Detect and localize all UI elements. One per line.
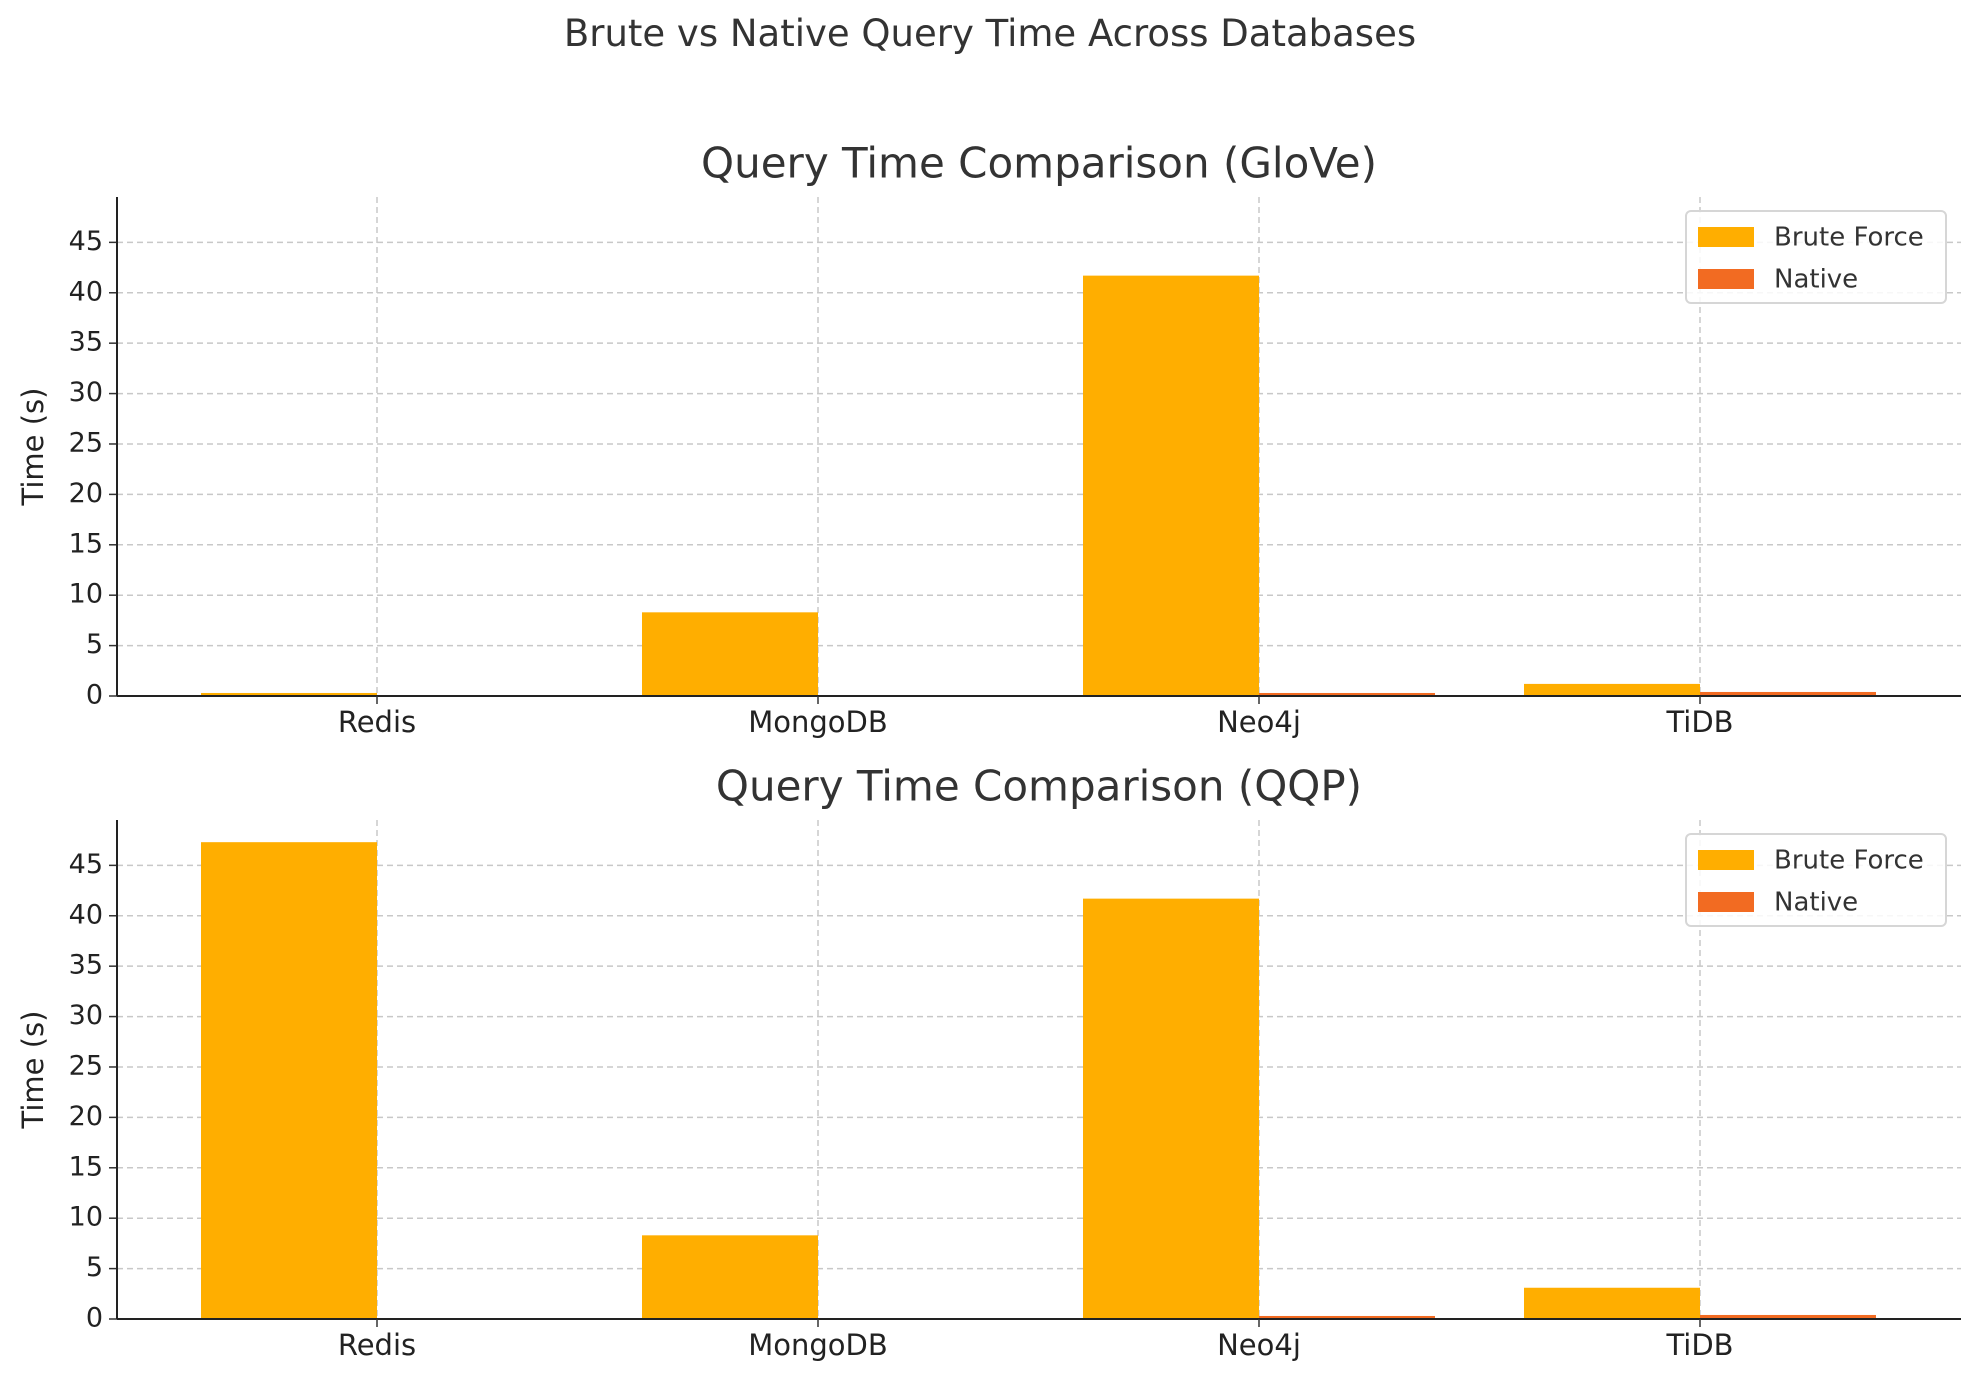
y-tick-label: 10 xyxy=(69,1202,103,1233)
legend-swatch-brute-force xyxy=(1698,850,1754,870)
legend-swatch-brute-force xyxy=(1698,227,1754,247)
bar-native-neo4j xyxy=(1259,692,1435,696)
bar-brute-force-redis xyxy=(201,692,377,696)
legend-label-brute-force: Brute Force xyxy=(1774,846,1924,876)
legend-swatch-native xyxy=(1698,269,1754,289)
legend-label-native: Native xyxy=(1774,265,1858,295)
bar-brute-force-neo4j xyxy=(1083,898,1259,1319)
bar-brute-force-tidb xyxy=(1524,1287,1700,1319)
chart-title: Query Time Comparison (GloVe) xyxy=(701,139,1377,188)
series-brute-force xyxy=(201,842,1700,1319)
y-tick-label: 35 xyxy=(69,327,103,358)
series-brute-force xyxy=(201,275,1700,696)
y-tick-label: 30 xyxy=(69,377,103,408)
y-tick-label: 40 xyxy=(69,899,103,930)
y-tick-label: 0 xyxy=(86,680,103,711)
x-tick-label: Neo4j xyxy=(1217,705,1301,739)
y-axis-label: Time (s) xyxy=(16,1011,50,1130)
x-tick-label: Redis xyxy=(338,1328,416,1362)
bar-native-tidb xyxy=(1700,1314,1876,1319)
y-tick-label: 5 xyxy=(86,629,103,660)
y-tick-label: 25 xyxy=(69,427,103,458)
y-tick-label: 0 xyxy=(86,1303,103,1334)
chart-qqp: Query Time Comparison (QQP) 0 5 10 15 20 25 30 3… xyxy=(16,762,1961,1362)
legend: Brute Force Native xyxy=(1685,210,1947,304)
x-tick-label: Neo4j xyxy=(1217,1328,1301,1362)
y-tick-label: 35 xyxy=(69,950,103,981)
y-tick-label: 15 xyxy=(69,1151,103,1182)
bar-native-neo4j xyxy=(1259,1315,1435,1319)
x-tick-label: MongoDB xyxy=(748,705,888,739)
bar-brute-force-mongodb xyxy=(642,612,818,696)
y-tick-label: 15 xyxy=(69,528,103,559)
figure-suptitle: Brute vs Native Query Time Across Databa… xyxy=(563,12,1417,55)
bar-native-tidb xyxy=(1700,691,1876,696)
y-tick-label: 40 xyxy=(69,276,103,307)
bar-brute-force-tidb xyxy=(1524,683,1700,696)
y-tick-label: 5 xyxy=(86,1252,103,1283)
bar-brute-force-mongodb xyxy=(642,1235,818,1319)
bar-brute-force-redis xyxy=(201,842,377,1319)
legend-label-brute-force: Brute Force xyxy=(1774,223,1924,253)
chart-glove: Query Time Comparison (GloVe) 0 5 10 15 20 25 3… xyxy=(16,139,1961,739)
y-tick-label: 20 xyxy=(69,478,103,509)
x-tick-label: TiDB xyxy=(1665,705,1733,739)
x-tick-label: MongoDB xyxy=(748,1328,888,1362)
legend-swatch-native xyxy=(1698,892,1754,912)
legend-label-native: Native xyxy=(1774,888,1858,918)
y-axis-label: Time (s) xyxy=(16,388,50,507)
chart-title: Query Time Comparison (QQP) xyxy=(716,762,1362,811)
grid-lines xyxy=(117,820,1961,1319)
y-tick-label: 45 xyxy=(69,849,103,880)
x-tick-label: Redis xyxy=(338,705,416,739)
bar-brute-force-neo4j xyxy=(1083,275,1259,696)
x-tick-label: TiDB xyxy=(1665,1328,1733,1362)
y-tick-label: 30 xyxy=(69,1000,103,1031)
y-tick-label: 25 xyxy=(69,1050,103,1081)
grid-lines xyxy=(117,197,1961,696)
y-tick-label: 10 xyxy=(69,579,103,610)
y-tick-label: 20 xyxy=(69,1101,103,1132)
legend: Brute Force Native xyxy=(1685,833,1947,927)
y-tick-label: 45 xyxy=(69,226,103,257)
